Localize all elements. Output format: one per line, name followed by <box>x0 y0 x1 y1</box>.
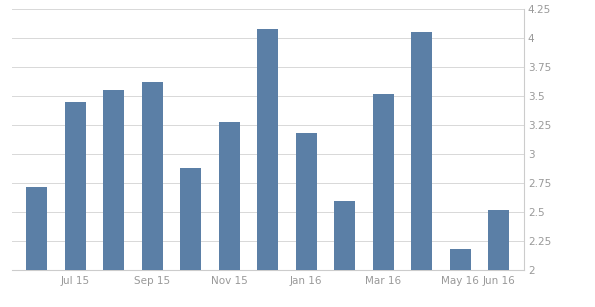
Bar <box>65 102 86 307</box>
Bar <box>104 90 124 307</box>
Bar <box>142 82 163 307</box>
Bar <box>219 122 240 307</box>
Bar <box>488 210 509 307</box>
Bar <box>296 133 317 307</box>
Bar <box>450 249 471 307</box>
Bar <box>411 33 432 307</box>
Bar <box>26 187 48 307</box>
Bar <box>372 94 394 307</box>
Bar <box>334 200 355 307</box>
Bar <box>257 29 278 307</box>
Bar <box>180 168 201 307</box>
